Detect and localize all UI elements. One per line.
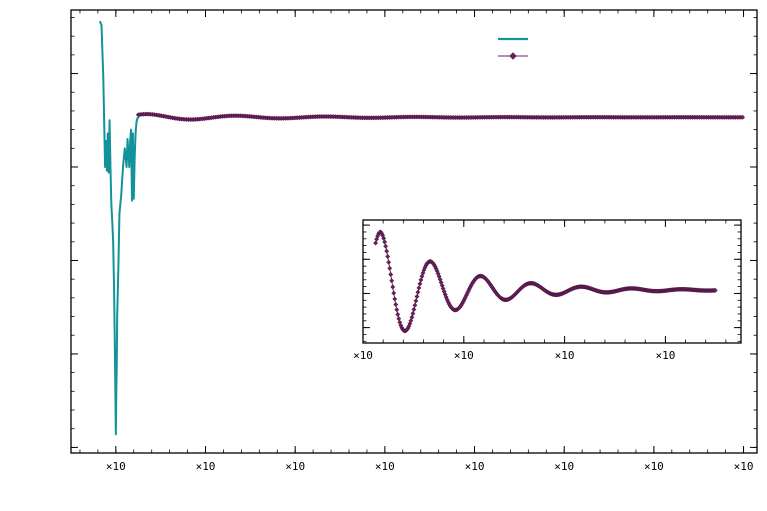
inset-series-point <box>384 248 390 254</box>
inset-x-tick-label: ×10 <box>353 349 373 362</box>
inset-series-point <box>390 284 396 290</box>
inset-series-point <box>383 243 389 249</box>
inset-series-point <box>712 287 718 293</box>
inset-series-point <box>389 278 395 284</box>
inset-x-tick-label: ×10 <box>555 349 575 362</box>
inset-series-point <box>409 314 415 320</box>
inset-series-point <box>392 296 398 302</box>
main-x-tick-label: ×10 <box>196 460 216 473</box>
inset-x-tick-label: ×10 <box>655 349 675 362</box>
inset-series-point <box>408 318 414 324</box>
inset-series-point <box>385 254 391 260</box>
inset-series-point <box>394 307 400 313</box>
inset-series-point <box>410 310 416 316</box>
inset-series-point <box>415 289 421 295</box>
inset-series-point <box>417 281 423 287</box>
inset-series-point <box>395 311 401 317</box>
main-x-tick-label: ×10 <box>734 460 754 473</box>
main-series-line-0 <box>98 20 140 436</box>
inset-plot-frame <box>362 219 742 344</box>
inset-background <box>363 220 741 343</box>
inset-x-tick-label: ×10 <box>454 349 474 362</box>
legend-marker-diamond <box>509 52 517 60</box>
inset-series-point <box>393 302 399 308</box>
main-series-0 <box>98 20 140 436</box>
inset-series-point <box>414 294 420 300</box>
inset-series-point <box>373 240 379 246</box>
inset-series-point <box>411 306 417 312</box>
inset-series-0 <box>373 229 718 334</box>
inset-series-point <box>413 298 419 304</box>
main-x-tick-label: ×10 <box>644 460 664 473</box>
inset-series-point <box>416 285 422 291</box>
main-plot-frame <box>70 9 758 454</box>
main-x-tick-label: ×10 <box>106 460 126 473</box>
main-x-tick-label: ×10 <box>465 460 485 473</box>
inset-series-point <box>412 302 418 308</box>
legend <box>498 37 528 60</box>
inset-series-point <box>407 321 413 327</box>
inset-series-point <box>382 239 388 245</box>
main-x-tick-label: ×10 <box>285 460 305 473</box>
main-series-point <box>740 114 746 120</box>
inset-series-point <box>418 277 424 283</box>
inset-series-point <box>386 259 392 265</box>
inset-series-point <box>391 290 397 296</box>
inset-series-point <box>388 271 394 277</box>
main-series-1 <box>135 111 746 123</box>
main-x-tick-label: ×10 <box>375 460 395 473</box>
inset-series-point <box>387 265 393 271</box>
main-x-tick-label: ×10 <box>554 460 574 473</box>
inset-series-point <box>420 270 426 276</box>
